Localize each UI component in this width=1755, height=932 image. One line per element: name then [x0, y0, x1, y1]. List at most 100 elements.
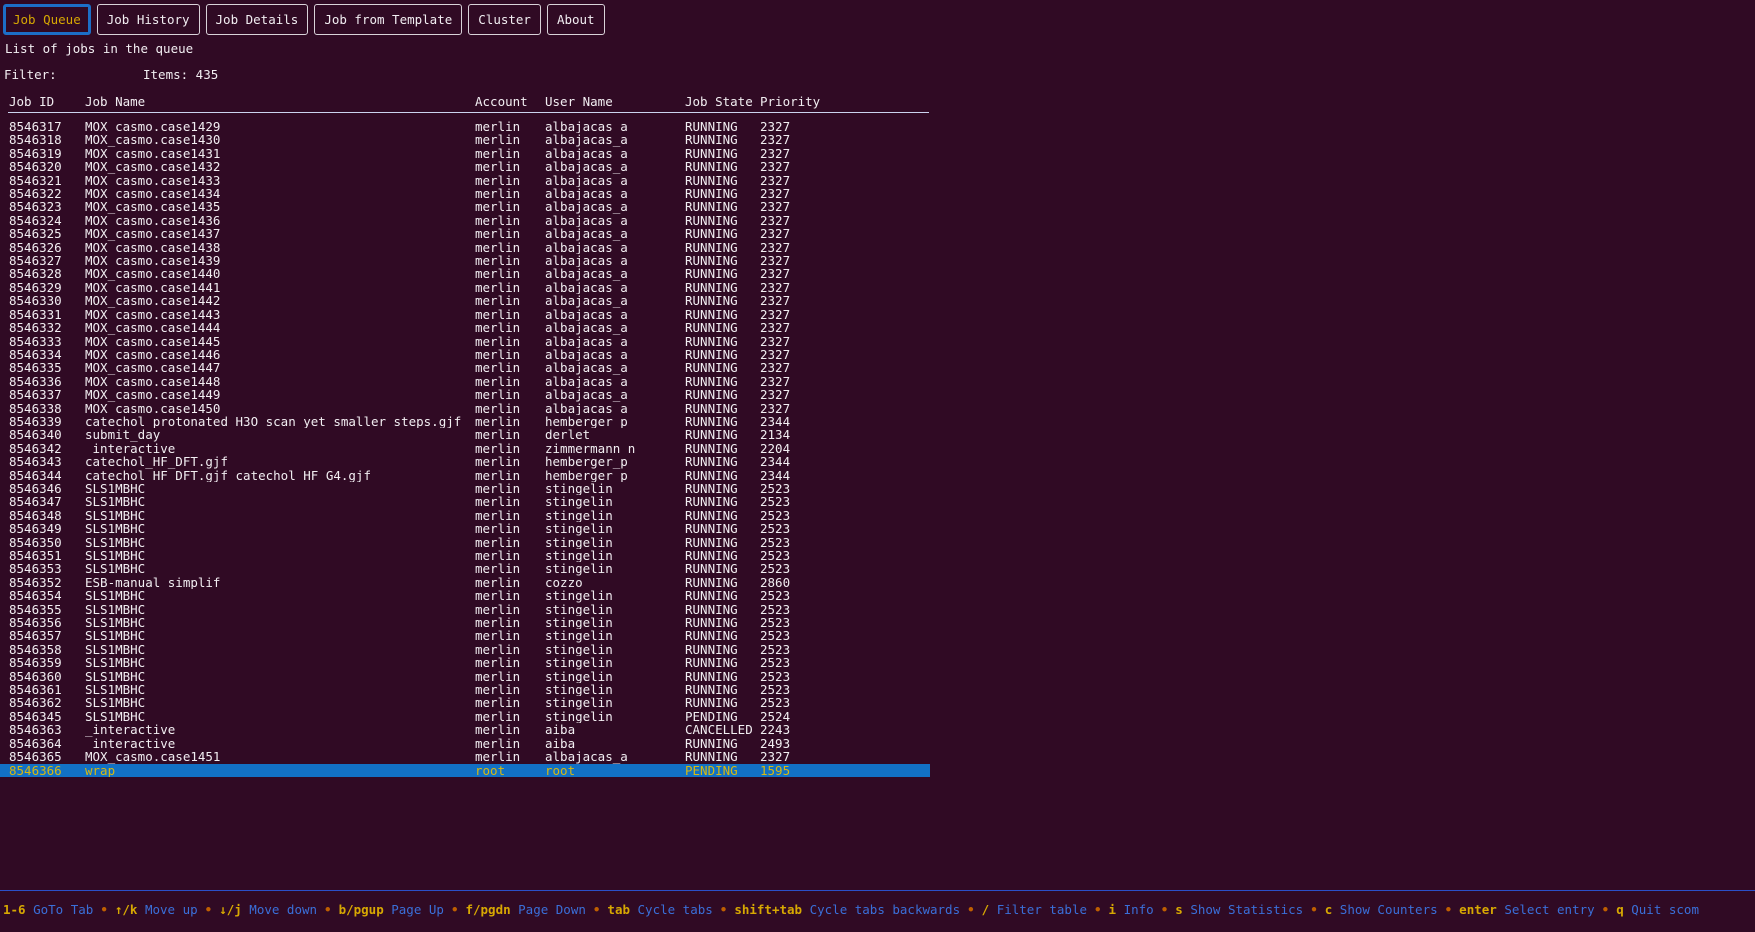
table-row[interactable]: 8546351 SLS1MBHC merlin stingelin RUNNIN…: [0, 549, 930, 562]
col-priority: Priority: [760, 94, 820, 109]
cell-priority: 2523: [760, 522, 791, 536]
table-row[interactable]: 8546326 MOX_casmo.case1438 merlin albaja…: [0, 241, 930, 254]
table-row[interactable]: 8546339 catechol_protonated_H3O_scan_yet…: [0, 415, 930, 428]
cell-job-state: RUNNING: [685, 321, 738, 335]
cell-account: merlin: [475, 294, 521, 308]
cell-job-id: 8546355: [9, 602, 62, 617]
table-row[interactable]: 8546357 SLS1MBHC merlin stingelin RUNNIN…: [0, 629, 930, 642]
cell-user-name: albajacas_a: [545, 401, 628, 415]
cell-job-id: 8546330: [9, 294, 62, 308]
table-row[interactable]: 8546355 SLS1MBHC merlin stingelin RUNNIN…: [0, 603, 930, 616]
cell-priority: 2327: [760, 133, 791, 147]
table-row[interactable]: 8546317 MOX_casmo.case1429 merlin albaja…: [0, 120, 930, 133]
table-row[interactable]: 8546322 MOX_casmo.case1434 merlin albaja…: [0, 187, 930, 200]
table-row[interactable]: 8546359 SLS1MBHC merlin stingelin RUNNIN…: [0, 656, 930, 669]
table-row[interactable]: 8546366 wrap root root PENDING 1595: [0, 763, 930, 777]
cell-job-state: RUNNING: [685, 562, 738, 576]
cell-job-name: _interactive: [85, 736, 176, 751]
cell-job-state: RUNNING: [685, 455, 738, 469]
help-separator: •: [100, 902, 108, 917]
cell-job-state: RUNNING: [685, 656, 738, 670]
table-row[interactable]: 8546340 submit_day merlin derlet RUNNING…: [0, 428, 930, 441]
cell-account: merlin: [475, 535, 521, 549]
table-row[interactable]: 8546347 SLS1MBHC merlin stingelin RUNNIN…: [0, 495, 930, 508]
table-row[interactable]: 8546354 SLS1MBHC merlin stingelin RUNNIN…: [0, 589, 930, 602]
table-row[interactable]: 8546330 MOX_casmo.case1442 merlin albaja…: [0, 294, 930, 307]
table-row[interactable]: 8546321 MOX_casmo.case1433 merlin albaja…: [0, 174, 930, 187]
help-separator: •: [1310, 902, 1318, 917]
cell-account: merlin: [475, 374, 521, 389]
help-separator: •: [1160, 902, 1169, 917]
table-row[interactable]: 8546356 SLS1MBHC merlin stingelin RUNNIN…: [0, 616, 930, 629]
cell-job-name: MOX_casmo.case1451: [85, 750, 221, 764]
cell-priority: 2327: [760, 750, 791, 764]
cell-user-name: stingelin: [545, 522, 613, 536]
tab-job-queue[interactable]: Job Queue: [3, 4, 91, 35]
table-row[interactable]: 8546323 MOX_casmo.case1435 merlin albaja…: [0, 200, 930, 213]
table-row[interactable]: 8546352 ESB-manual_simplif merlin cozzo …: [0, 576, 930, 589]
tab-job-from-template[interactable]: Job from Template: [314, 4, 463, 35]
table-row[interactable]: 8546328 MOX_casmo.case1440 merlin albaja…: [0, 267, 930, 280]
table-row[interactable]: 8546332 MOX_casmo.case1444 merlin albaja…: [0, 321, 930, 334]
cell-priority: 2523: [760, 683, 791, 697]
cell-job-state: RUNNING: [685, 602, 738, 617]
table-row[interactable]: 8546361 SLS1MBHC merlin stingelin RUNNIN…: [0, 683, 930, 696]
cell-job-id: 8546364: [9, 736, 62, 751]
cell-user-name: cozzo: [545, 575, 583, 590]
table-row[interactable]: 8546350 SLS1MBHC merlin stingelin RUNNIN…: [0, 536, 930, 549]
cell-account: merlin: [475, 656, 521, 670]
table-row[interactable]: 8546320 MOX_casmo.case1432 merlin albaja…: [0, 160, 930, 173]
table-row[interactable]: 8546335 MOX_casmo.case1447 merlin albaja…: [0, 361, 930, 374]
tab-cluster[interactable]: Cluster: [468, 4, 541, 35]
table-row[interactable]: 8546363 _interactive merlin aiba CANCELL…: [0, 723, 930, 736]
cell-job-id: 8546352: [9, 575, 62, 590]
tab-job-details[interactable]: Job Details: [205, 4, 309, 35]
table-row[interactable]: 8546324 MOX_casmo.case1436 merlin albaja…: [0, 214, 930, 227]
cell-job-state: RUNNING: [685, 388, 738, 402]
table-row[interactable]: 8546360 SLS1MBHC merlin stingelin RUNNIN…: [0, 670, 930, 683]
table-row[interactable]: 8546345 SLS1MBHC merlin stingelin PENDIN…: [0, 710, 930, 723]
table-row[interactable]: 8546358 SLS1MBHC merlin stingelin RUNNIN…: [0, 643, 930, 656]
table-row[interactable]: 8546364 _interactive merlin aiba RUNNING…: [0, 737, 930, 750]
tab-job-history[interactable]: Job History: [96, 4, 200, 35]
cell-job-name: MOX_casmo.case1445: [85, 334, 221, 348]
cell-job-name: MOX_casmo.case1432: [85, 160, 221, 174]
cell-user-name: albajacas_a: [545, 254, 628, 268]
cell-job-id: 8546340: [9, 428, 62, 442]
page-subtitle: List of jobs in the queue: [5, 41, 194, 56]
table-row[interactable]: 8546349 SLS1MBHC merlin stingelin RUNNIN…: [0, 522, 930, 535]
cell-job-state: RUNNING: [685, 254, 738, 268]
table-row[interactable]: 8546319 MOX_casmo.case1431 merlin albaja…: [0, 147, 930, 160]
cell-job-name: MOX_casmo.case1438: [85, 240, 221, 255]
table-row[interactable]: 8546318 MOX_casmo.case1430 merlin albaja…: [0, 133, 930, 146]
table-row[interactable]: 8546362 SLS1MBHC merlin stingelin RUNNIN…: [0, 696, 930, 709]
cell-account: merlin: [475, 361, 521, 375]
table-row[interactable]: 8546325 MOX_casmo.case1437 merlin albaja…: [0, 227, 930, 240]
cell-job-name: MOX_casmo.case1435: [85, 200, 221, 214]
table-row[interactable]: 8546344 catechol_HF_DFT.gjf catechol_HF_…: [0, 469, 930, 482]
cell-job-id: 8546338: [9, 401, 62, 415]
tab-about[interactable]: About: [546, 4, 605, 35]
cell-user-name: albajacas_a: [545, 146, 628, 161]
table-row[interactable]: 8546336 MOX_casmo.case1448 merlin albaja…: [0, 375, 930, 388]
table-row[interactable]: 8546343 catechol_HF_DFT.gjf merlin hembe…: [0, 455, 930, 468]
cell-job-state: RUNNING: [685, 441, 738, 456]
table-row[interactable]: 8546353 SLS1MBHC merlin stingelin RUNNIN…: [0, 562, 930, 575]
table-row[interactable]: 8546338 MOX_casmo.case1450 merlin albaja…: [0, 402, 930, 415]
table-row[interactable]: 8546337 MOX_casmo.case1449 merlin albaja…: [0, 388, 930, 401]
cell-account: merlin: [475, 307, 521, 322]
filter-label[interactable]: Filter:: [4, 67, 57, 82]
table-row[interactable]: 8546331 MOX_casmo.case1443 merlin albaja…: [0, 308, 930, 321]
cell-user-name: albajacas_a: [545, 267, 628, 281]
table-row[interactable]: 8546348 SLS1MBHC merlin stingelin RUNNIN…: [0, 509, 930, 522]
table-row[interactable]: 8546334 MOX_casmo.case1446 merlin albaja…: [0, 348, 930, 361]
table-row[interactable]: 8546342 _interactive merlin zimmermann_n…: [0, 442, 930, 455]
cell-account: merlin: [475, 723, 521, 737]
table-row[interactable]: 8546346 SLS1MBHC merlin stingelin RUNNIN…: [0, 482, 930, 495]
table-row[interactable]: 8546327 MOX_casmo.case1439 merlin albaja…: [0, 254, 930, 267]
table-row[interactable]: 8546329 MOX_casmo.case1441 merlin albaja…: [0, 281, 930, 294]
table-row[interactable]: 8546365 MOX_casmo.case1451 merlin albaja…: [0, 750, 930, 763]
table-row[interactable]: 8546333 MOX_casmo.case1445 merlin albaja…: [0, 335, 930, 348]
cell-job-id: 8546363: [9, 723, 62, 737]
cell-account: merlin: [475, 160, 521, 174]
